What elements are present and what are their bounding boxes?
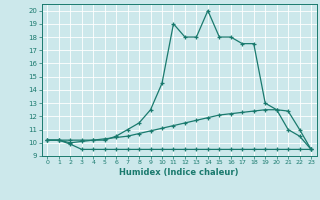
X-axis label: Humidex (Indice chaleur): Humidex (Indice chaleur) [119,168,239,177]
